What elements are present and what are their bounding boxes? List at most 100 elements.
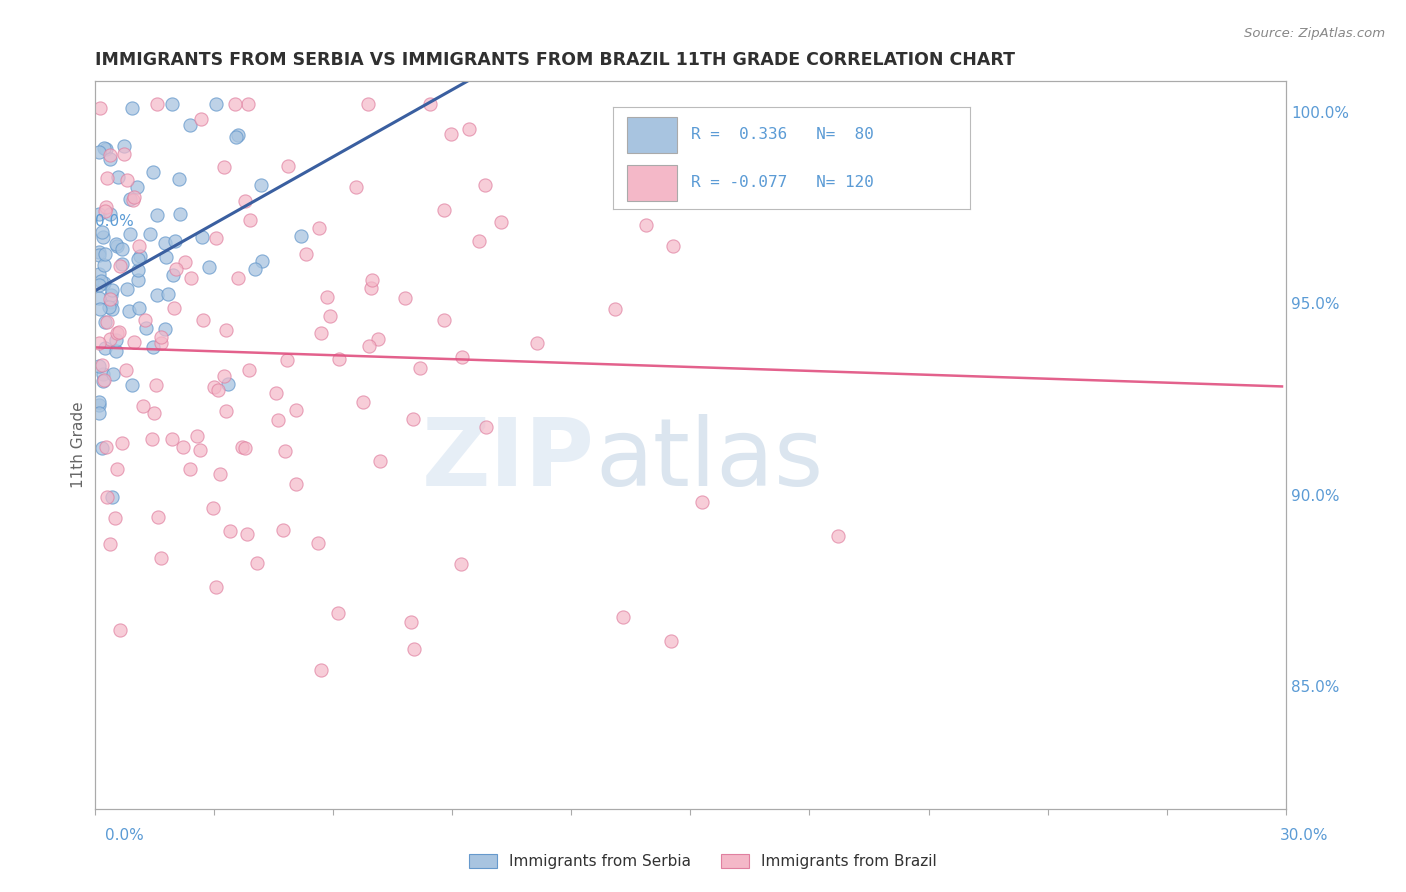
Point	[104, 334, 127, 348]
Point	[451, 350, 474, 364]
Point	[827, 529, 849, 543]
Point	[122, 190, 145, 204]
Point	[101, 490, 124, 504]
Point	[98, 152, 121, 166]
Point	[105, 462, 128, 476]
Legend: Immigrants from Serbia, Immigrants from Brazil: Immigrants from Serbia, Immigrants from …	[463, 848, 943, 875]
Point	[217, 376, 239, 391]
Point	[98, 292, 121, 306]
Point	[236, 526, 259, 541]
Point	[169, 207, 191, 221]
Point	[112, 146, 135, 161]
Point	[91, 367, 114, 381]
Point	[190, 112, 212, 126]
Point	[636, 219, 658, 233]
Point	[526, 336, 548, 351]
Point	[146, 209, 169, 223]
Point	[104, 510, 127, 524]
Point	[458, 122, 481, 136]
Point	[173, 255, 195, 269]
Point	[104, 344, 127, 359]
Point	[474, 178, 496, 192]
Point	[94, 200, 117, 214]
Point	[89, 101, 111, 115]
Point	[290, 228, 312, 243]
Point	[179, 119, 201, 133]
Point	[87, 207, 110, 221]
Point	[101, 302, 124, 317]
Point	[98, 207, 121, 221]
Point	[93, 373, 115, 387]
Point	[87, 245, 110, 260]
Point	[218, 524, 240, 538]
Point	[94, 143, 117, 157]
Point	[198, 260, 221, 274]
Point	[224, 97, 246, 112]
Point	[294, 247, 316, 261]
Point	[108, 325, 131, 339]
Point	[107, 170, 129, 185]
Point	[93, 230, 115, 244]
Point	[239, 213, 262, 227]
Point	[264, 385, 287, 400]
Point	[127, 180, 149, 194]
Point	[90, 225, 112, 239]
Point	[90, 358, 112, 372]
Point	[361, 273, 384, 287]
Point	[238, 363, 260, 377]
Point	[368, 454, 391, 468]
Point	[209, 467, 232, 481]
Point	[98, 332, 121, 346]
Point	[172, 440, 194, 454]
Point	[87, 406, 110, 420]
Point	[245, 261, 267, 276]
Point	[205, 97, 228, 112]
Point	[128, 301, 150, 316]
Point	[659, 634, 682, 648]
Point	[188, 442, 211, 457]
Point	[162, 432, 184, 446]
Point	[277, 159, 299, 173]
Point	[145, 378, 167, 392]
Point	[87, 145, 110, 159]
Point	[475, 420, 498, 434]
Point	[87, 248, 110, 262]
Point	[236, 97, 259, 112]
Point	[98, 537, 121, 551]
Point	[226, 128, 249, 143]
Point	[163, 301, 186, 315]
Text: 0.0%: 0.0%	[105, 828, 145, 843]
Point	[96, 171, 118, 186]
Point	[399, 615, 422, 630]
Point	[284, 402, 307, 417]
Point	[87, 359, 110, 373]
Point	[127, 252, 149, 266]
Point	[201, 500, 224, 515]
Point	[118, 227, 141, 241]
Point	[122, 334, 145, 349]
Point	[103, 367, 125, 381]
Point	[96, 315, 118, 329]
Point	[87, 292, 110, 306]
Point	[93, 276, 115, 290]
Point	[134, 313, 156, 327]
Point	[111, 435, 134, 450]
Point	[285, 477, 308, 491]
Point	[394, 292, 416, 306]
Point	[273, 523, 295, 537]
Point	[94, 247, 117, 261]
Point	[491, 215, 513, 229]
Point	[96, 440, 118, 454]
Point	[150, 335, 173, 350]
Point	[319, 309, 342, 323]
Point	[160, 97, 183, 112]
Point	[96, 490, 118, 504]
Point	[433, 312, 456, 326]
Point	[311, 326, 333, 341]
Point	[101, 283, 124, 297]
Text: Source: ZipAtlas.com: Source: ZipAtlas.com	[1244, 27, 1385, 40]
Point	[142, 340, 165, 354]
Point	[180, 271, 202, 285]
Point	[165, 261, 187, 276]
Point	[146, 510, 169, 524]
